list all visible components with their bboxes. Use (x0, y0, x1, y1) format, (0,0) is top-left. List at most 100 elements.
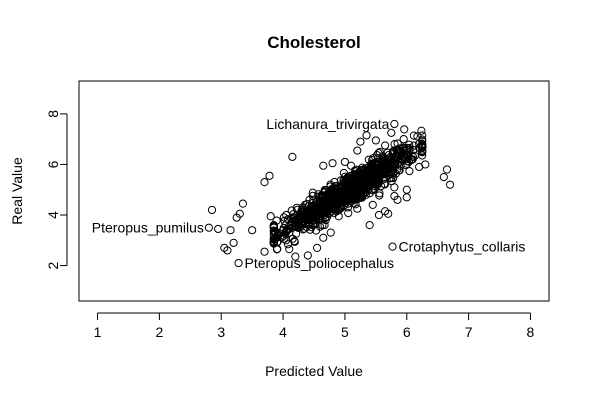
data-point (358, 168, 368, 177)
data-point (313, 211, 322, 220)
data-point (386, 169, 395, 178)
data-point (345, 177, 354, 186)
data-point (226, 226, 235, 235)
data-point (308, 199, 317, 208)
data-point (326, 182, 335, 191)
data-point (214, 224, 223, 234)
data-point (381, 141, 390, 150)
data-point (292, 211, 301, 220)
data-point (265, 171, 274, 180)
data-point (335, 190, 344, 199)
x-tick-label: 1 (94, 324, 102, 340)
data-point (285, 245, 294, 254)
data-point (269, 239, 278, 248)
data-point (400, 125, 409, 134)
data-point (417, 126, 426, 135)
data-point (266, 212, 275, 221)
data-point (343, 186, 352, 195)
data-point (325, 192, 334, 201)
data-point (368, 200, 377, 210)
x-tick-label: 6 (403, 324, 411, 340)
y-tick-label: 2 (45, 261, 61, 269)
y-tick-label: 6 (45, 160, 61, 168)
data-point (389, 146, 398, 155)
data-point (343, 173, 353, 183)
data-point (381, 207, 390, 216)
x-tick-label: 3 (217, 324, 225, 340)
data-point (269, 223, 278, 232)
data-point (402, 193, 411, 202)
data-point (388, 242, 397, 251)
data-point (364, 163, 373, 172)
data-point (358, 173, 367, 183)
chart-title: Cholesterol (267, 33, 361, 52)
plot-frame (78, 80, 550, 302)
data-point (353, 146, 362, 155)
data-point (409, 131, 418, 140)
data-point (442, 165, 452, 174)
y-axis-label: Real Value (9, 157, 25, 225)
data-point (312, 215, 321, 224)
data-point (229, 238, 238, 247)
data-point (279, 213, 289, 222)
x-tick-label: 8 (527, 324, 535, 340)
data-point (353, 204, 362, 213)
data-point (330, 195, 339, 204)
data-point (372, 166, 381, 175)
data-point (439, 172, 448, 182)
data-point (365, 221, 374, 230)
data-point (401, 161, 411, 170)
data-point (320, 188, 329, 197)
data-point (402, 185, 411, 194)
data-point (344, 199, 353, 208)
data-point (371, 136, 380, 145)
data-point (375, 189, 384, 198)
data-point (306, 210, 315, 219)
data-point (299, 208, 309, 218)
data-point (312, 243, 322, 252)
data-point (418, 142, 427, 151)
data-point (391, 159, 400, 168)
data-point (260, 247, 269, 256)
data-point (310, 219, 320, 228)
data-point (403, 145, 412, 154)
data-point (418, 139, 427, 149)
data-point (340, 157, 350, 167)
data-point (375, 147, 384, 157)
data-point (291, 252, 300, 261)
data-point (394, 158, 403, 167)
data-point (362, 131, 371, 140)
data-point (445, 180, 455, 189)
data-point (223, 246, 232, 255)
data-point (290, 213, 299, 222)
data-point (270, 234, 280, 243)
x-tick-label: 5 (341, 324, 349, 340)
point-annotation: Pteropus_poliocephalus (245, 255, 394, 271)
data-point (335, 203, 345, 212)
data-point (371, 174, 381, 183)
data-point (363, 179, 372, 189)
data-point (390, 119, 399, 129)
point-annotation: Lichanura_trivirgata (266, 116, 389, 132)
data-point (260, 178, 269, 187)
data-point (296, 219, 305, 229)
x-tick-label: 4 (279, 324, 287, 340)
data-point (319, 233, 328, 242)
data-point (405, 143, 414, 153)
data-point (335, 200, 345, 209)
data-point (371, 170, 380, 180)
y-tick-label: 8 (45, 110, 61, 118)
x-axis-label: Predicted Value (265, 363, 363, 379)
data-point (204, 223, 213, 232)
data-point (418, 131, 427, 140)
data-point (356, 166, 366, 175)
data-point (320, 198, 329, 207)
point-annotation: Pteropus_pumilus (92, 220, 204, 236)
data-point (379, 163, 388, 172)
x-tick-label: 2 (155, 324, 163, 340)
data-point (351, 193, 360, 203)
data-point (378, 152, 387, 161)
data-point (317, 191, 326, 200)
data-point (207, 205, 217, 215)
data-point (403, 152, 412, 161)
